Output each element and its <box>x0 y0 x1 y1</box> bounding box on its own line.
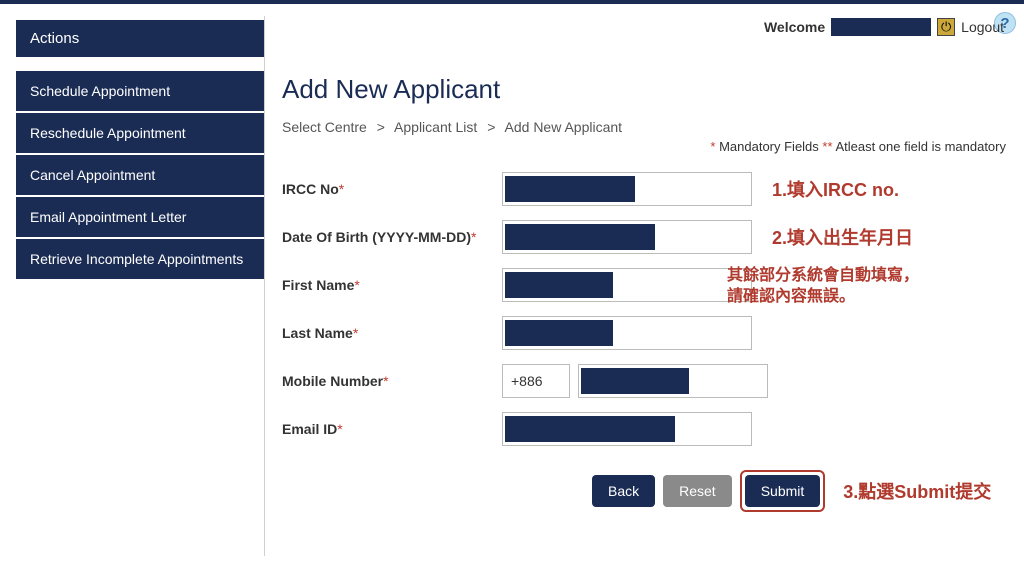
first-value-redacted <box>505 272 613 298</box>
label-email: Email ID* <box>282 421 502 437</box>
label-first: First Name* <box>282 277 502 293</box>
last-name-input[interactable] <box>502 316 752 350</box>
row-last: Last Name* <box>282 316 1006 350</box>
reset-button[interactable]: Reset <box>663 475 732 507</box>
row-email: Email ID* <box>282 412 1006 446</box>
vertical-divider <box>264 16 265 556</box>
country-code-input[interactable]: +886 <box>502 364 570 398</box>
button-row: Back Reset Submit 3.點選Submit提交 <box>592 470 1006 512</box>
breadcrumb: Select Centre > Applicant List > Add New… <box>282 119 1006 135</box>
annotation-3: 3.點選Submit提交 <box>843 478 991 504</box>
breadcrumb-2[interactable]: Applicant List <box>394 119 477 135</box>
ircc-value-redacted <box>505 176 635 202</box>
chevron-icon: > <box>377 119 385 135</box>
submit-button[interactable]: Submit <box>745 475 821 507</box>
label-mobile: Mobile Number* <box>282 373 502 389</box>
ircc-input[interactable] <box>502 172 752 206</box>
mandatory-left: Mandatory Fields <box>719 139 819 154</box>
breadcrumb-3: Add New Applicant <box>505 119 623 135</box>
annotation-auto: 其餘部分系統會自動填寫， 請確認內容無誤。 <box>727 266 919 308</box>
annotation-2: 2.填入出生年月日 <box>772 224 913 250</box>
annotation-1: 1.填入IRCC no. <box>772 176 899 202</box>
sidebar: Actions Schedule Appointment Reschedule … <box>16 20 264 281</box>
label-last: Last Name* <box>282 325 502 341</box>
sidebar-heading: Actions <box>16 20 264 57</box>
dob-input[interactable] <box>502 220 752 254</box>
mandatory-note: * Mandatory Fields ** Atleast one field … <box>282 139 1006 154</box>
row-mobile: Mobile Number* +886 <box>282 364 1006 398</box>
sidebar-item-retrieve[interactable]: Retrieve Incomplete Appointments <box>16 239 264 279</box>
main-content: Add New Applicant Select Centre > Applic… <box>282 74 1006 512</box>
page-title: Add New Applicant <box>282 74 1006 105</box>
logout-link[interactable]: Logout <box>961 19 1004 35</box>
mobile-input[interactable] <box>578 364 768 398</box>
breadcrumb-1[interactable]: Select Centre <box>282 119 367 135</box>
power-icon[interactable]: ⏻ <box>937 18 955 36</box>
sidebar-item-cancel[interactable]: Cancel Appointment <box>16 155 264 195</box>
label-dob: Date Of Birth (YYYY-MM-DD)* <box>282 229 502 245</box>
first-name-input[interactable] <box>502 268 752 302</box>
row-dob: Date Of Birth (YYYY-MM-DD)* 2.填入出生年月日 <box>282 220 1006 254</box>
row-first: First Name* 其餘部分系統會自動填寫， 請確認內容無誤。 <box>282 268 1006 302</box>
mobile-value-redacted <box>581 368 689 394</box>
page-root: ? Welcome ⏻ Logout Actions Schedule Appo… <box>0 0 1024 563</box>
welcome-label: Welcome <box>764 19 825 35</box>
back-button[interactable]: Back <box>592 475 655 507</box>
mandatory-right: Atleast one field is mandatory <box>835 139 1006 154</box>
sidebar-item-reschedule[interactable]: Reschedule Appointment <box>16 113 264 153</box>
email-value-redacted <box>505 416 675 442</box>
email-input[interactable] <box>502 412 752 446</box>
sidebar-item-schedule[interactable]: Schedule Appointment <box>16 71 264 111</box>
row-ircc: IRCC No* 1.填入IRCC no. <box>282 172 1006 206</box>
sidebar-item-email[interactable]: Email Appointment Letter <box>16 197 264 237</box>
dob-value-redacted <box>505 224 655 250</box>
label-ircc: IRCC No* <box>282 181 502 197</box>
submit-highlight: Submit <box>740 470 826 512</box>
chevron-icon: > <box>487 119 495 135</box>
topbar: Welcome ⏻ Logout <box>764 18 1004 36</box>
username-redacted <box>831 18 931 36</box>
last-value-redacted <box>505 320 613 346</box>
